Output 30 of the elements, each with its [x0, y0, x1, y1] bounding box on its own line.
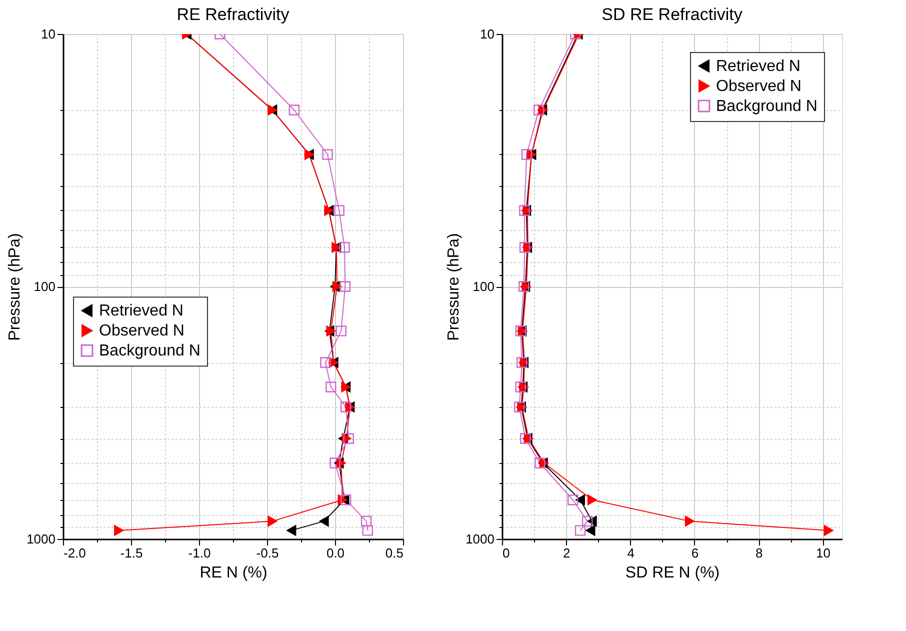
y-tick-label: 1000 — [26, 532, 56, 546]
y-tick-label: 1000 — [466, 532, 494, 546]
legend-label: Retrieved N — [716, 58, 800, 75]
legend-label: Observed N — [716, 78, 802, 95]
x-axis-title: SD RE N (%) — [625, 564, 720, 582]
x-tick-label: 10 — [816, 546, 830, 560]
legend-label: Background N — [716, 98, 818, 115]
x-tick-label: 4 — [627, 546, 634, 560]
x-tick-label: 0.0 — [326, 546, 345, 560]
x-tick-label: 8 — [755, 546, 763, 560]
y-tick-label: 100 — [472, 279, 494, 294]
y-tick-label: 10 — [480, 26, 494, 42]
y-axis-title: Pressure (hPa) — [6, 233, 24, 341]
x-tick-label: 6 — [691, 546, 699, 560]
y-tick-label: 100 — [34, 279, 56, 294]
x-tick-label: 0.5 — [385, 546, 404, 560]
y-axis-title: Pressure (hPa) — [446, 233, 463, 341]
x-tick-label: -1.0 — [188, 546, 211, 560]
y-tick-label: 10 — [41, 26, 56, 42]
x-tick-label: -2.0 — [64, 546, 86, 560]
legend-label: Observed N — [99, 322, 184, 340]
x-tick-label: -0.5 — [256, 546, 279, 560]
x-tick-label: 0 — [502, 546, 510, 560]
x-axis-title: RE N (%) — [200, 564, 268, 582]
x-tick-label: -1.5 — [120, 546, 143, 560]
legend-label: Background N — [99, 342, 200, 360]
x-tick-label: 2 — [563, 546, 570, 560]
chart-title: RE Refractivity — [176, 5, 290, 24]
chart-title: SD RE Refractivity — [602, 5, 743, 24]
legend-label: Retrieved N — [99, 302, 184, 320]
